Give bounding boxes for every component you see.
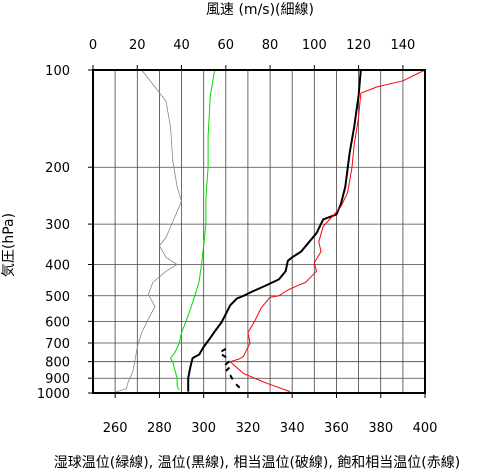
tick-marks — [88, 65, 426, 398]
top-tick-label: 20 — [129, 38, 146, 53]
equivalent-potential-temp-line — [218, 348, 245, 393]
bottom-tick-label: 400 — [413, 421, 438, 436]
pressure-tick-label: 600 — [45, 315, 70, 330]
top-axis-title: 風速 (m/s)(細線) — [206, 2, 314, 18]
series-group — [112, 69, 426, 394]
plot-frame — [92, 69, 426, 394]
bottom-tick-label: 380 — [368, 421, 393, 436]
grid-lines — [92, 69, 426, 394]
bottom-tick-label: 260 — [103, 421, 128, 436]
top-tick-label: 80 — [262, 38, 279, 53]
bottom-tick-label: 320 — [236, 421, 261, 436]
pressure-tick-label: 400 — [45, 258, 70, 273]
y-axis-title: 気圧(hPa) — [1, 213, 17, 277]
top-tick-label: 140 — [390, 38, 415, 53]
potential-temp-line — [187, 69, 362, 392]
pressure-tick-label: 500 — [45, 290, 70, 305]
pressure-tick-label: 200 — [45, 161, 70, 176]
pressure-tick-label: 700 — [45, 337, 70, 352]
top-tick-label: 60 — [218, 38, 235, 53]
pressure-tick-label: 300 — [45, 218, 70, 233]
wind-speed-line — [112, 69, 182, 394]
bottom-tick-label: 360 — [324, 421, 349, 436]
pressure-tick-label: 800 — [45, 356, 70, 371]
top-tick-label: 120 — [346, 38, 371, 53]
pressure-tick-label: 1000 — [37, 387, 70, 402]
wet-bulb-potential-temp-line — [170, 69, 216, 391]
tick-labels: 0 20 40 60 80 100 120 140 260 280 300 320 340 360 380 4… — [37, 38, 438, 436]
top-tick-label: 0 — [89, 38, 97, 53]
pressure-tick-label: 900 — [45, 372, 70, 387]
bottom-axis-title: 湿球温位(緑線), 温位(黒線), 相当温位(破線), 飽和相当温位(赤線) — [54, 454, 460, 471]
bottom-tick-label: 280 — [147, 421, 172, 436]
top-tick-label: 40 — [173, 38, 190, 53]
top-tick-label: 100 — [302, 38, 327, 53]
bottom-tick-label: 340 — [280, 421, 305, 436]
pressure-tick-label: 100 — [45, 64, 70, 79]
bottom-tick-label: 300 — [191, 421, 216, 436]
saturated-equivalent-potential-temp-line — [229, 69, 426, 393]
